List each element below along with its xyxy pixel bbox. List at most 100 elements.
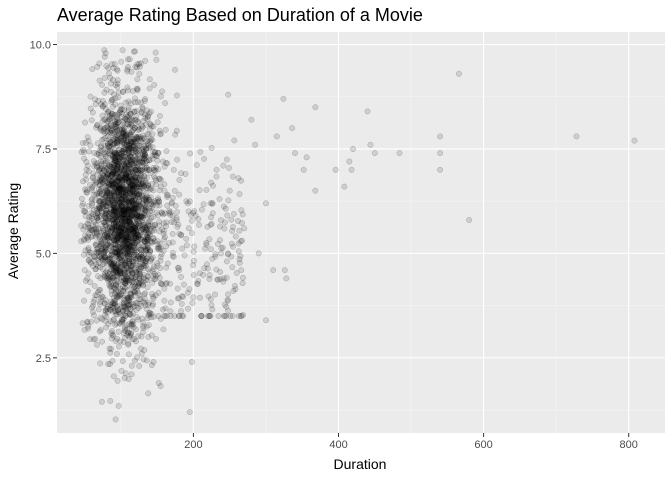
data-point — [118, 291, 125, 298]
data-point — [139, 243, 146, 250]
data-point — [134, 354, 141, 361]
data-point — [364, 108, 371, 115]
data-point — [102, 307, 109, 314]
data-point — [231, 137, 238, 144]
data-point — [129, 318, 136, 325]
data-point — [82, 119, 88, 126]
data-point — [142, 302, 149, 309]
data-point — [136, 147, 143, 154]
data-point — [143, 182, 150, 189]
data-point — [128, 176, 135, 182]
data-point — [130, 229, 137, 236]
data-point — [119, 196, 126, 203]
data-point — [106, 195, 113, 202]
plot-panel — [57, 32, 665, 433]
data-point — [134, 61, 141, 68]
data-point — [178, 300, 185, 307]
data-point — [178, 308, 184, 314]
data-point — [102, 215, 109, 222]
data-point — [103, 63, 110, 69]
data-point — [122, 370, 129, 377]
data-point — [133, 149, 140, 156]
data-point — [113, 218, 120, 225]
data-point — [100, 196, 107, 203]
data-point — [133, 187, 140, 194]
data-point — [139, 210, 146, 217]
data-point — [109, 151, 116, 158]
data-point — [102, 203, 109, 210]
data-point — [126, 179, 133, 186]
data-point — [125, 217, 131, 224]
data-point — [155, 313, 162, 319]
data-point — [133, 108, 140, 114]
data-point — [105, 361, 112, 367]
data-point — [108, 280, 115, 287]
data-point — [104, 305, 111, 312]
data-point — [104, 159, 111, 166]
data-point — [102, 213, 109, 220]
data-point — [113, 183, 120, 190]
data-point — [117, 277, 124, 284]
data-point — [122, 276, 129, 282]
data-point — [116, 227, 123, 234]
data-point — [115, 232, 121, 239]
data-point — [127, 211, 134, 218]
data-point — [156, 222, 163, 229]
data-point — [116, 305, 123, 312]
data-point — [153, 209, 160, 216]
data-point — [148, 255, 155, 262]
data-point — [107, 121, 114, 128]
data-point — [145, 145, 152, 152]
data-point — [109, 167, 116, 174]
data-point — [112, 207, 119, 214]
data-point — [138, 171, 145, 178]
data-point — [90, 222, 97, 228]
data-point — [112, 216, 119, 222]
data-point — [127, 248, 134, 255]
data-point — [142, 121, 149, 128]
data-point — [109, 182, 116, 189]
data-point — [126, 217, 133, 224]
data-point — [154, 260, 161, 267]
data-point — [131, 176, 138, 183]
data-point — [108, 114, 115, 121]
data-point — [97, 287, 104, 293]
data-point — [125, 147, 131, 154]
data-point — [114, 196, 120, 203]
data-point — [124, 253, 131, 260]
data-point — [98, 142, 105, 149]
data-point — [123, 283, 130, 290]
data-point — [129, 117, 136, 124]
data-point — [190, 248, 197, 255]
data-point — [113, 138, 120, 145]
data-point — [139, 315, 146, 322]
data-point — [110, 187, 117, 194]
data-point — [149, 254, 156, 261]
data-point — [100, 172, 107, 179]
data-point — [106, 116, 113, 123]
data-point — [235, 248, 242, 255]
data-point — [93, 246, 100, 253]
data-point — [162, 305, 169, 312]
data-point — [163, 264, 170, 271]
data-point — [237, 313, 244, 319]
data-point — [112, 220, 119, 227]
data-point — [130, 194, 137, 201]
data-point — [97, 250, 104, 257]
data-point — [89, 202, 95, 209]
data-point — [122, 99, 129, 106]
data-point — [89, 304, 95, 311]
data-point — [114, 142, 120, 149]
data-point — [164, 160, 171, 167]
data-point — [122, 195, 129, 202]
data-point — [116, 233, 123, 240]
data-point — [143, 193, 150, 200]
data-point — [95, 306, 102, 313]
data-point — [131, 125, 138, 132]
data-point — [136, 176, 143, 183]
data-point — [263, 317, 269, 324]
data-point — [100, 136, 107, 143]
data-point — [123, 230, 130, 237]
data-point — [113, 277, 120, 284]
data-point — [124, 302, 131, 309]
